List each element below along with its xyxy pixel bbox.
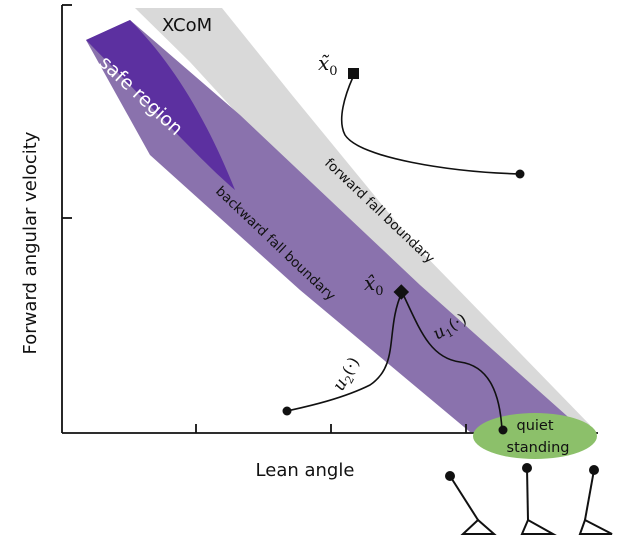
x-tilde-label: x̃0	[318, 51, 338, 79]
trajectory-u2	[286, 291, 403, 412]
x-tilde-marker	[348, 68, 359, 79]
quiet-standing-label-line2: standing	[507, 440, 570, 456]
xcom-region	[135, 8, 590, 432]
trajectory-u1	[401, 291, 503, 431]
safe-region-dark-edge	[86, 20, 235, 190]
endpoint-dot	[515, 169, 525, 179]
quiet-standing-region	[473, 413, 597, 459]
y-axis-label: Forward angular velocity	[20, 131, 41, 354]
trajectories	[286, 76, 521, 431]
x-hat-marker	[393, 284, 410, 300]
quiet-standing-label-line1: quiet	[516, 418, 553, 434]
xcom-label: XCoM	[162, 15, 212, 36]
endpoint-dot	[282, 406, 292, 416]
leaning-forward-stick-figure-icon	[578, 465, 613, 535]
leaning-back-stick-figure-icon	[445, 471, 497, 535]
trajectory-from-x-tilde	[340, 76, 521, 175]
x-axis-label: Lean angle	[256, 460, 355, 481]
safe-region	[86, 20, 585, 432]
endpoint-dot	[498, 425, 508, 435]
x-hat-label: x̂0	[364, 271, 384, 299]
upright-stick-figure-icon	[520, 463, 557, 535]
